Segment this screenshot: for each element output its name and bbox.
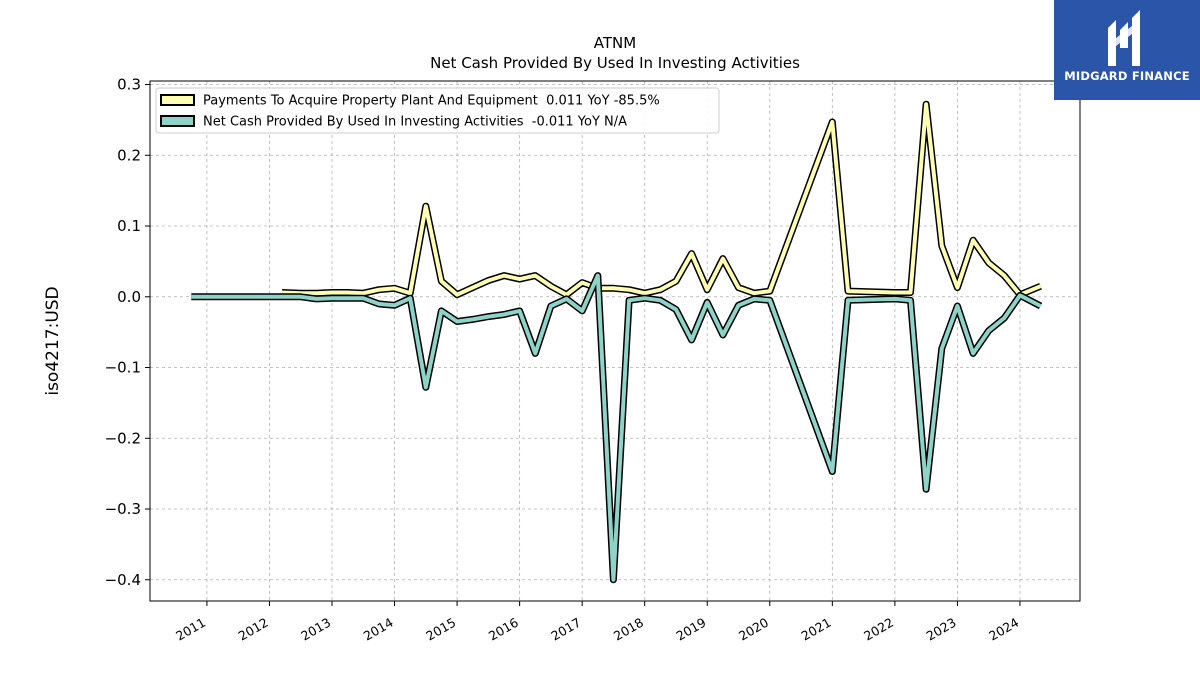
x-tick-label: 2020 (736, 615, 771, 644)
legend-box (155, 87, 720, 134)
y-tick-label: 0.1 (117, 217, 141, 235)
chart-subtitle: Net Cash Provided By Used In Investing A… (430, 54, 800, 72)
x-tick-label: 2019 (673, 615, 708, 644)
chart-title: ATNM (594, 34, 636, 52)
legend: Payments To Acquire Property Plant And E… (155, 87, 720, 134)
legend-label-investing: Net Cash Provided By Used In Investing A… (203, 115, 627, 130)
midgard-finance-logo: MIDGARD FINANCE (1054, 0, 1200, 100)
legend-label-ppe: Payments To Acquire Property Plant And E… (203, 94, 660, 109)
plot-frame (149, 80, 1081, 602)
midgard-m-logo-icon (1108, 10, 1140, 66)
y-tick-label: 0.2 (117, 146, 141, 164)
x-axis-ticks: 2011 2012 2013 2014 2015 2016 2017 2018 2019 2020… (173, 601, 1021, 644)
x-tick-label: 2013 (298, 615, 333, 644)
y-tick-label: 0.3 (117, 76, 141, 94)
x-tick-label: 2018 (611, 615, 646, 644)
x-tick-label: 2012 (236, 615, 271, 644)
grid-lines (150, 81, 1080, 601)
x-tick-label: 2015 (423, 615, 458, 644)
x-tick-label: 2024 (986, 615, 1021, 644)
y-tick-label: −0.1 (105, 359, 141, 377)
x-tick-label: 2011 (173, 615, 208, 644)
x-tick-label: 2021 (799, 615, 834, 644)
y-tick-label: −0.4 (105, 571, 141, 589)
y-axis-label: iso4217:USD (43, 286, 63, 395)
series-1 (191, 272, 1043, 584)
series-lines (191, 100, 1043, 584)
x-tick-label: 2023 (924, 615, 959, 644)
y-tick-label: −0.2 (105, 429, 141, 447)
series-line (191, 273, 1042, 582)
x-tick-label: 2017 (548, 615, 583, 644)
y-axis-ticks: 0.3 0.2 0.1 0.0 −0.1 −0.2 −0.3 −0.4 (105, 76, 150, 589)
brand-name: MIDGARD FINANCE (1064, 69, 1190, 83)
x-tick-label: 2014 (361, 615, 396, 644)
x-tick-label: 2016 (486, 615, 521, 644)
series-0 (281, 100, 1042, 299)
legend-swatch-investing (160, 115, 195, 127)
y-tick-label: 0.0 (117, 288, 141, 306)
y-tick-label: −0.3 (105, 500, 141, 518)
x-tick-label: 2022 (861, 615, 896, 644)
legend-swatch-ppe (160, 94, 195, 106)
series-line (281, 102, 1042, 297)
